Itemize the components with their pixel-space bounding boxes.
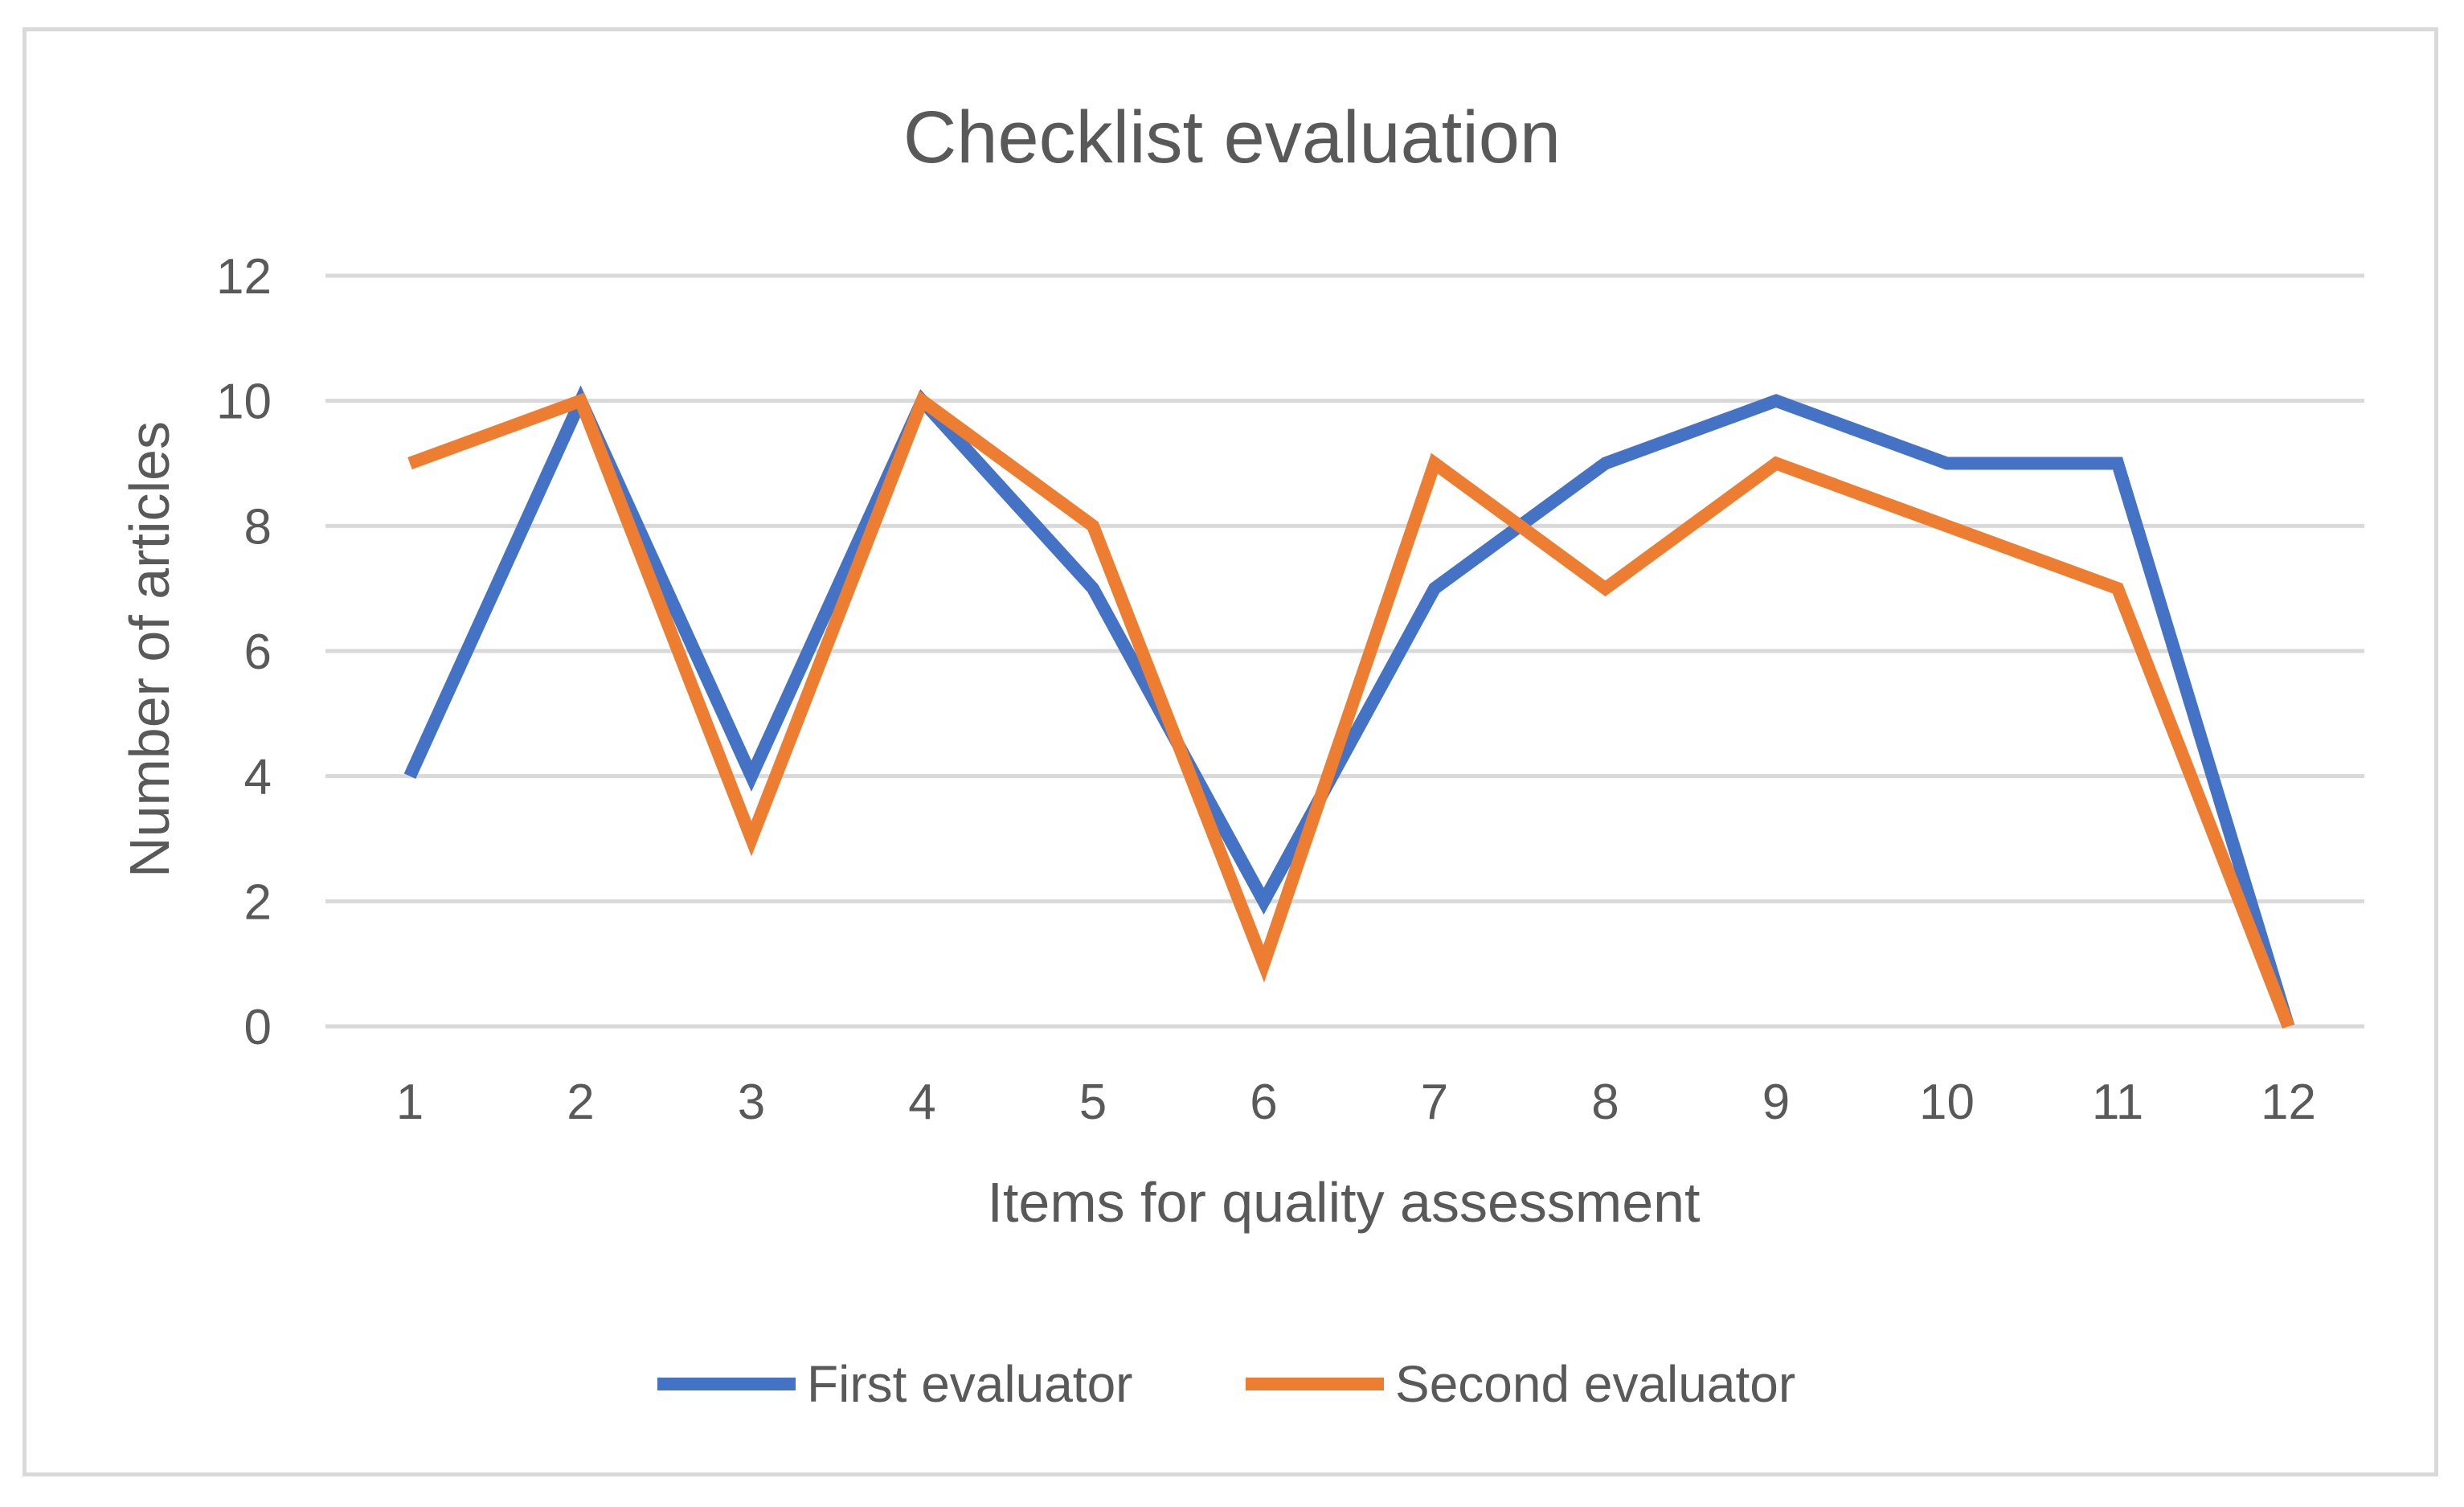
y-axis-title: Number of articles bbox=[118, 421, 181, 878]
x-tick-label: 4 bbox=[908, 1075, 935, 1130]
series-line-first-evaluator bbox=[403, 385, 2295, 1029]
y-tick-label: 8 bbox=[244, 499, 272, 555]
x-tick-label: 12 bbox=[2261, 1075, 2316, 1130]
chart-title: Checklist evaluation bbox=[903, 96, 1561, 178]
y-tick-label: 0 bbox=[244, 1000, 272, 1055]
legend-label-second-evaluator: Second evaluator bbox=[1395, 1355, 1795, 1413]
x-tick-label: 9 bbox=[1762, 1075, 1790, 1130]
gridlines bbox=[325, 273, 2364, 1029]
x-tick-label: 5 bbox=[1079, 1075, 1107, 1130]
y-axis-ticks: 0 2 4 6 8 10 12 bbox=[216, 249, 272, 1055]
x-tick-label: 3 bbox=[738, 1075, 765, 1130]
series-line-second-evaluator bbox=[407, 391, 2294, 1029]
x-axis-title: Items for quality assessment bbox=[988, 1171, 1701, 1234]
x-tick-label: 10 bbox=[1919, 1075, 1975, 1130]
x-tick-label: 1 bbox=[396, 1075, 424, 1130]
x-tick-label: 11 bbox=[2092, 1075, 2143, 1130]
x-axis-ticks: 1 2 3 4 5 6 7 8 9 10 11 12 bbox=[396, 1075, 2316, 1130]
x-tick-label: 6 bbox=[1250, 1075, 1277, 1130]
x-tick-label: 2 bbox=[567, 1075, 594, 1130]
legend-label-first-evaluator: First evaluator bbox=[807, 1355, 1132, 1413]
legend: First evaluator Second evaluator bbox=[657, 1355, 1795, 1413]
x-tick-label: 8 bbox=[1591, 1075, 1619, 1130]
y-tick-label: 12 bbox=[216, 249, 272, 305]
x-tick-label: 7 bbox=[1421, 1075, 1448, 1130]
y-tick-label: 10 bbox=[216, 375, 272, 430]
y-tick-label: 2 bbox=[244, 874, 272, 930]
y-tick-label: 6 bbox=[244, 625, 272, 680]
y-tick-label: 4 bbox=[244, 750, 272, 805]
series-lines bbox=[403, 385, 2295, 1029]
